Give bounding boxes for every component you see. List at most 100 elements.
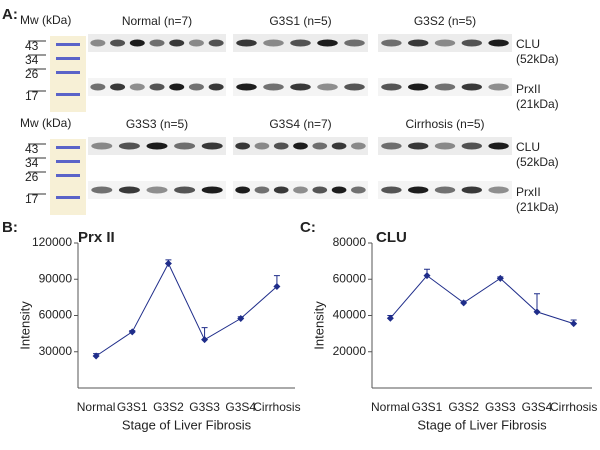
blot-band — [331, 186, 347, 194]
group-label: G3S2 (n=5) — [414, 14, 476, 28]
x-tick-label: G3S1 — [412, 400, 443, 414]
blot-band — [188, 39, 204, 47]
data-point — [164, 260, 172, 268]
blot-band — [290, 39, 311, 47]
blot-band — [488, 142, 509, 150]
blot-band — [169, 39, 185, 47]
group-label: G3S3 (n=5) — [126, 117, 188, 131]
y-tick-label: 20000 — [333, 344, 367, 358]
data-point — [423, 272, 431, 280]
panel-label: A: — [2, 6, 18, 23]
blot-band — [488, 83, 509, 91]
blot-band — [290, 83, 311, 91]
data-point — [128, 328, 136, 336]
blot-band — [273, 142, 289, 150]
group-label: G3S4 (n=7) — [269, 117, 331, 131]
blot-band — [118, 142, 140, 150]
mw-label: Mw (kDa) — [20, 13, 71, 27]
x-axis-label: Stage of Liver Fibrosis — [122, 417, 252, 432]
blot-band — [293, 186, 308, 194]
blot-band — [149, 83, 165, 91]
blot-band — [312, 186, 328, 194]
y-axis-label: Intensity — [311, 301, 326, 350]
protein-size: (52kDa) — [516, 155, 559, 169]
blot-band — [254, 186, 270, 194]
blot-band — [174, 142, 196, 150]
chart-title: Prx II — [78, 229, 115, 246]
blot-band — [488, 186, 509, 194]
group-label: Normal (n=7) — [122, 14, 192, 28]
marker-label: 43 — [25, 39, 39, 53]
chart-title: CLU — [376, 229, 407, 246]
ladder-band — [56, 146, 80, 149]
blot-band — [188, 83, 204, 91]
blot-band — [408, 83, 429, 91]
protein-name: PrxII — [516, 82, 541, 96]
blot-band — [208, 39, 224, 47]
y-tick-label: 40000 — [333, 308, 367, 322]
blot-band — [434, 142, 456, 150]
ladder-band — [56, 57, 80, 60]
marker-label: 17 — [25, 89, 39, 103]
data-point — [496, 274, 504, 282]
blot-band — [91, 142, 113, 150]
x-tick-label: G3S1 — [117, 400, 148, 414]
blot-band — [381, 83, 402, 91]
marker-label: 43 — [25, 142, 39, 156]
data-point — [386, 314, 394, 322]
blot-band — [408, 39, 429, 47]
marker-label: 34 — [25, 156, 39, 170]
group-label: Cirrhosis (n=5) — [405, 117, 484, 131]
blot-band — [351, 142, 366, 150]
data-point — [533, 308, 541, 316]
blot-strip — [378, 137, 512, 155]
protein-size: (21kDa) — [516, 200, 559, 214]
data-point — [570, 320, 578, 328]
marker-label: 17 — [25, 192, 39, 206]
blot-band — [263, 39, 284, 47]
mw-label: Mw (kDa) — [20, 116, 71, 130]
blot-strip — [378, 34, 512, 52]
x-tick-label: G3S3 — [485, 400, 516, 414]
blot-band — [208, 83, 224, 91]
x-axis-label: Stage of Liver Fibrosis — [417, 417, 547, 432]
blot-band — [254, 142, 270, 150]
blot-band — [312, 142, 328, 150]
y-tick-label: 90000 — [39, 271, 73, 285]
y-tick-label: 80000 — [333, 235, 367, 249]
blot-band — [118, 186, 140, 194]
blot-band — [408, 142, 429, 150]
ladder-band — [56, 174, 80, 177]
blot-band — [408, 186, 429, 194]
blot-band — [110, 39, 126, 47]
data-point — [273, 283, 281, 290]
blot-band — [174, 186, 196, 194]
marker-label: 26 — [25, 67, 39, 81]
data-point — [201, 336, 209, 344]
blot-band — [293, 142, 308, 150]
protein-name: CLU — [516, 37, 540, 51]
blot-band — [351, 186, 366, 194]
x-tick-label: G3S4 — [522, 400, 553, 414]
blot-band — [149, 39, 165, 47]
x-tick-label: G3S2 — [448, 400, 479, 414]
blot-band — [236, 83, 257, 91]
ladder-band — [56, 93, 80, 96]
data-line — [389, 274, 574, 325]
blot-band — [381, 39, 402, 47]
x-tick-label: G3S3 — [189, 400, 220, 414]
y-tick-label: 120000 — [32, 235, 72, 249]
blot-band — [344, 39, 365, 47]
blot-band — [146, 186, 168, 194]
blot-band — [434, 83, 456, 91]
marker-label: 34 — [25, 53, 39, 67]
blot-band — [236, 39, 257, 47]
y-tick-label: 60000 — [39, 308, 73, 322]
x-tick-label: Cirrhosis — [550, 400, 597, 414]
blot-band — [90, 83, 106, 91]
data-line — [95, 262, 278, 357]
blot-band — [461, 39, 482, 47]
blot-band — [461, 142, 482, 150]
x-tick-label: Cirrhosis — [253, 400, 300, 414]
blot-band — [129, 83, 145, 91]
